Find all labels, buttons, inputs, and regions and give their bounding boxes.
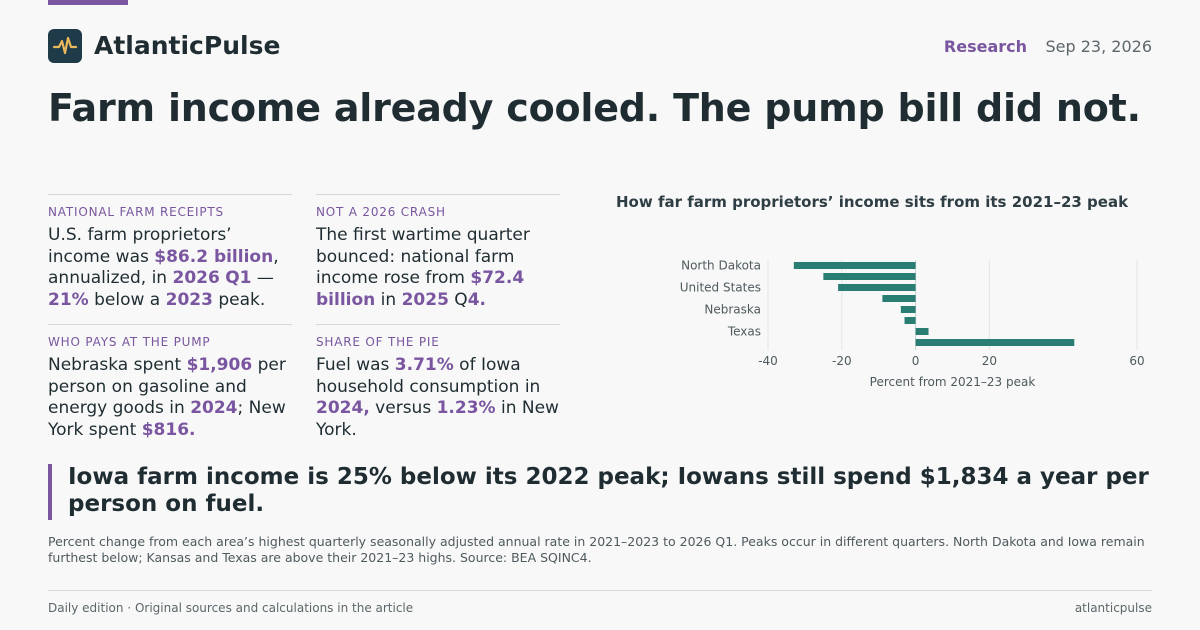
stat-kicker: SHARE OF THE PIE: [316, 335, 440, 349]
y-category-label: Nebraska: [704, 303, 761, 317]
x-tick-label: -40: [758, 354, 778, 368]
stat-highlight: 4.: [467, 289, 486, 310]
chart-note: Percent change from each area’s highest …: [48, 534, 1145, 565]
stat-text: Fuel was: [316, 355, 395, 375]
y-category-label: United States: [680, 281, 761, 295]
bar: [838, 284, 916, 291]
section-link[interactable]: Research: [943, 37, 1027, 56]
stat-highlight: $86.2 billion: [154, 246, 274, 267]
stat-highlight: 1.23%: [436, 398, 496, 418]
brand-name[interactable]: AtlanticPulse: [94, 31, 281, 60]
stat-text: in: [375, 289, 402, 310]
pull-quote-text: Iowa farm income is 25% below its 2022 p…: [68, 464, 1149, 517]
y-category-label: Texas: [727, 325, 761, 339]
x-axis-label: Percent from 2021–23 peak: [870, 375, 1036, 389]
stat-highlight: 2025: [401, 289, 449, 310]
publish-date: Sep 23, 2026: [1045, 37, 1153, 56]
stat-kicker: WHO PAYS AT THE PUMP: [48, 335, 211, 349]
stat-text: Nebraska spent: [48, 355, 187, 375]
footer-divider: [48, 590, 1152, 591]
bar: [915, 328, 929, 335]
stat-highlight: $816.: [141, 419, 196, 440]
stat-text: U.S. farm proprietors’ income was: [48, 225, 232, 267]
stat-card: WHO PAYS AT THE PUMP Nebraska spent $1,9…: [48, 324, 292, 441]
stat-body: Fuel was 3.71% of Iowa household consump…: [316, 355, 560, 441]
stat-text: in New York.: [316, 398, 559, 440]
stat-text: below a: [88, 289, 166, 310]
stat-text: versus: [369, 398, 437, 418]
pull-quote: Iowa farm income is 25% below its 2022 p…: [48, 464, 1158, 520]
stat-text: ; New York spent: [48, 398, 286, 440]
stat-body: Nebraska spent $1,906 per person on gaso…: [48, 355, 292, 441]
stat-text: —: [251, 268, 274, 288]
stat-card: NOT A 2026 CRASH The first wartime quart…: [316, 194, 560, 311]
pulse-icon[interactable]: [48, 29, 82, 63]
bar: [904, 317, 916, 324]
stat-text: per person on gasoline and energy goods …: [48, 355, 286, 418]
stat-highlight: $72.4 billion: [316, 268, 525, 310]
stat-body: The first wartime quarter bounced: natio…: [316, 225, 560, 311]
page-title: Farm income already cooled. The pump bil…: [48, 86, 1141, 130]
x-tick-label: -20: [832, 354, 852, 368]
stat-text: Q: [448, 289, 468, 310]
stat-card: SHARE OF THE PIE Fuel was 3.71% of Iowa …: [316, 324, 560, 441]
stat-highlight: Q1: [225, 268, 252, 288]
bar: [823, 273, 916, 280]
stat-body: U.S. farm proprietors’ income was $86.2 …: [48, 225, 292, 311]
bar: [882, 295, 916, 302]
stat-text: The first wartime quarter bounced: natio…: [316, 225, 530, 288]
chart-title: How far farm proprietors’ income sits fr…: [616, 193, 1129, 211]
bar: [900, 306, 916, 313]
stat-text: of Iowa household consumption in: [316, 355, 541, 397]
stat-text: , annualized, in: [48, 246, 279, 289]
stat-highlight: 2024,: [316, 398, 370, 418]
stat-text: peak.: [212, 289, 266, 310]
stat-highlight: 2024: [190, 398, 238, 418]
stat-highlight: 2026: [172, 268, 220, 288]
x-tick-label: 0: [912, 354, 920, 368]
stat-kicker: NATIONAL FARM RECEIPTS: [48, 205, 224, 219]
y-category-label: North Dakota: [681, 259, 761, 273]
stat-kicker: NOT A 2026 CRASH: [316, 205, 446, 219]
stat-highlight: $1,906: [186, 355, 253, 375]
stat-card: NATIONAL FARM RECEIPTS U.S. farm proprie…: [48, 194, 292, 311]
stat-highlight: 3.71%: [394, 355, 454, 375]
bar: [915, 339, 1075, 346]
footer-site-link[interactable]: atlanticpulse: [1074, 601, 1152, 615]
bar: [793, 262, 916, 269]
accent-bar: [48, 0, 128, 5]
bar-chart: -40 -20 0 20 60 North Dakota United States Nebr…: [680, 259, 1145, 390]
footer-edition: Daily edition · Original sources and cal…: [48, 601, 414, 615]
x-tick-label: 60: [1129, 354, 1144, 368]
x-tick-label: 20: [982, 354, 997, 368]
stat-highlight: 2023: [165, 289, 213, 310]
stat-highlight: 21%: [48, 289, 89, 310]
